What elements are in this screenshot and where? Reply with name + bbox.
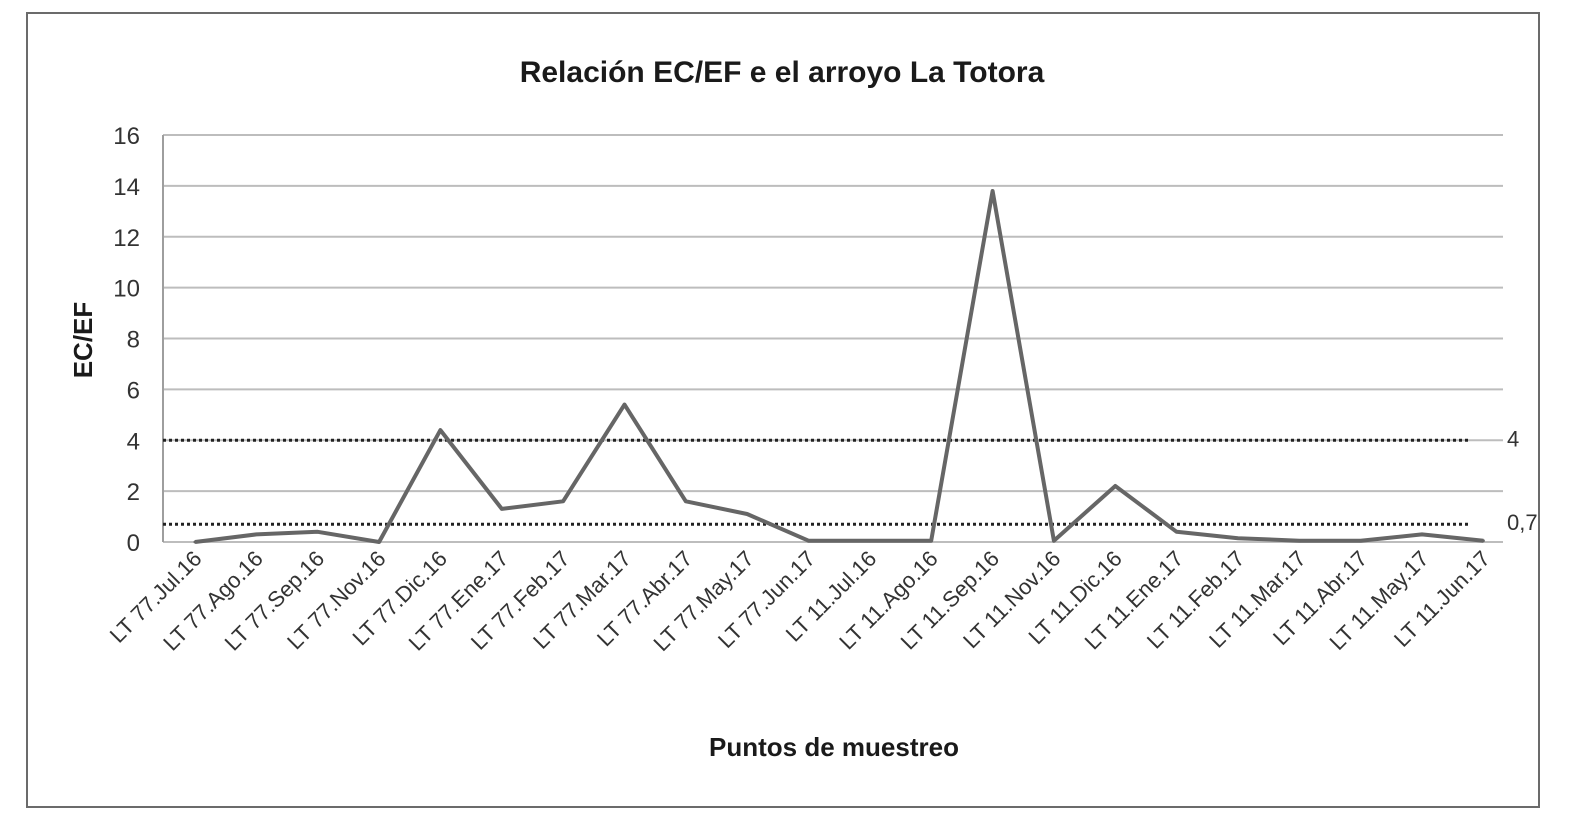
chart-title: Relación EC/EF e el arroyo La Totora: [520, 56, 1045, 89]
data-point: [438, 428, 442, 432]
x-axis-title: Puntos de muestreo: [709, 732, 959, 762]
data-point: [1236, 536, 1240, 540]
y-tick-label: 4: [127, 428, 140, 455]
chart-frame: [26, 12, 1540, 808]
data-point: [745, 512, 749, 516]
y-tick-label: 14: [113, 174, 140, 201]
y-tick-label: 8: [127, 327, 140, 354]
data-point: [1113, 484, 1117, 488]
data-point: [561, 499, 565, 503]
data-point: [807, 539, 810, 543]
grid-lines: [162, 134, 1503, 543]
reference-line-label: 0,7: [1507, 510, 1538, 535]
data-point: [929, 539, 933, 543]
data-point: [622, 403, 626, 407]
data-point: [193, 540, 197, 544]
series-layer: [193, 189, 1485, 544]
data-point: [1359, 539, 1363, 543]
y-axis-title: EC/EF: [68, 302, 98, 379]
data-point: [991, 189, 995, 193]
y-tick-label: 0: [127, 530, 140, 557]
data-point: [1175, 530, 1179, 534]
y-tick-label: 2: [127, 479, 140, 506]
y-tick-label: 16: [113, 123, 140, 150]
data-point: [254, 532, 258, 536]
data-point: [1420, 532, 1424, 536]
y-tick-label: 12: [113, 225, 140, 252]
reference-line-label: 4: [1507, 426, 1519, 451]
series-line-0: [194, 189, 1484, 544]
y-tick-label: 6: [127, 377, 140, 404]
data-point: [316, 530, 320, 534]
data-point: [684, 499, 688, 503]
data-point: [500, 507, 504, 511]
y-tick-label: 10: [113, 276, 140, 303]
data-point: [1481, 539, 1485, 543]
data-point: [1297, 539, 1301, 543]
data-point: [868, 539, 872, 543]
data-point: [1052, 539, 1056, 543]
y-tick-labels: 0 2 4 6 8 10 12 14 16: [113, 123, 140, 557]
data-point: [377, 540, 381, 544]
reference-lines: 40,7: [163, 426, 1538, 535]
